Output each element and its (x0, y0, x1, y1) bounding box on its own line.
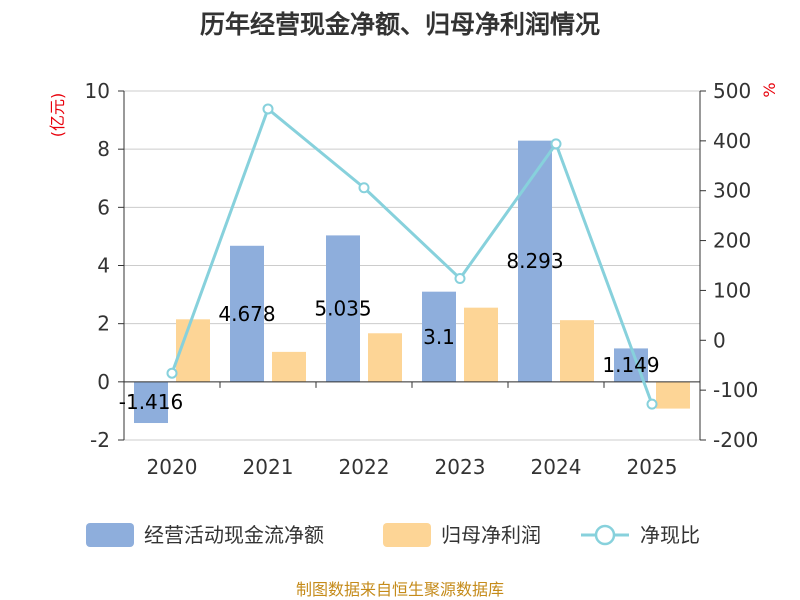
bar-ocf-2022 (326, 235, 360, 382)
y-right-tick-label: -200 (713, 428, 758, 452)
bar-profit-2022 (368, 333, 402, 382)
y-right-tick-label: 500 (713, 79, 751, 103)
legend-swatch-ratio-marker (594, 524, 616, 546)
x-tick-label: 2022 (339, 455, 390, 479)
legend-swatch-ocf (86, 523, 134, 547)
data-label-ocf: 3.1 (423, 325, 455, 349)
ratio-point-2024 (550, 138, 562, 150)
ratio-line (166, 103, 658, 410)
ratio-point-2025 (646, 398, 658, 410)
bars (134, 140, 690, 424)
y-left-tick-label: -2 (90, 428, 110, 452)
bar-ocf-2024 (518, 140, 552, 382)
data-label-ocf: 5.035 (314, 297, 371, 321)
bar-ocf-2023 (422, 291, 456, 382)
data-label-ocf: 4.678 (218, 302, 275, 326)
y-right-tick-label: 100 (713, 278, 751, 302)
x-tick-label: 2025 (627, 455, 678, 479)
axes: 10 8 6 4 2 0 -2 500 400 300 200 100 0 -100 -200 2020 202… (85, 79, 759, 479)
y-right-tick-label: -100 (713, 378, 758, 402)
y-left-unit-label: (亿元) (48, 93, 67, 138)
x-tick-label: 2021 (243, 455, 294, 479)
x-tick-label: 2023 (435, 455, 486, 479)
ratio-point-2021 (262, 103, 274, 115)
y-right-tick-label: 0 (713, 328, 726, 352)
y-left-tick-label: 2 (97, 312, 110, 336)
source-note: 制图数据来自恒生聚源数据库 (296, 580, 504, 599)
bar-ocf-2020 (134, 381, 168, 424)
x-tick-label: 2024 (531, 455, 582, 479)
y-left-tick-label: 10 (85, 79, 110, 103)
ratio-point-2022 (358, 182, 370, 194)
ratio-point-2020 (166, 367, 178, 379)
legend-label-ocf: 经营活动现金流净额 (144, 523, 324, 547)
data-label-ocf: -1.416 (119, 390, 183, 414)
bar-profit-2025 (656, 381, 690, 409)
ratio-polyline (170, 107, 654, 405)
bar-ocf-2021 (230, 245, 264, 382)
chart-title: 历年经营现金净额、归母净利润情况 (200, 10, 600, 39)
x-tick-label: 2020 (147, 455, 198, 479)
bar-profit-2021 (272, 351, 306, 382)
ratio-point-2023 (454, 272, 466, 284)
y-left-tick-label: 8 (97, 137, 110, 161)
y-right-tick-label: 400 (713, 129, 751, 153)
bar-profit-2023 (464, 307, 498, 382)
y-left-tick-label: 0 (97, 370, 110, 394)
legend: 经营活动现金流净额 归母净利润 净现比 (86, 523, 700, 547)
y-left-tick-label: 6 (97, 195, 110, 219)
legend-swatch-profit (383, 523, 431, 547)
legend-label-ratio: 净现比 (640, 523, 700, 547)
bar-profit-2024 (560, 320, 594, 382)
data-label-ocf: 8.293 (506, 249, 563, 273)
y-left-tick-label: 4 (97, 254, 110, 278)
y-right-unit-label: % (760, 82, 779, 97)
data-label-ocf: 1.149 (602, 353, 659, 377)
y-right-tick-label: 300 (713, 179, 751, 203)
data-labels: -1.416 4.678 5.035 3.1 8.293 1.149 (119, 249, 660, 414)
legend-label-profit: 归母净利润 (441, 523, 541, 547)
y-right-tick-label: 200 (713, 229, 751, 253)
